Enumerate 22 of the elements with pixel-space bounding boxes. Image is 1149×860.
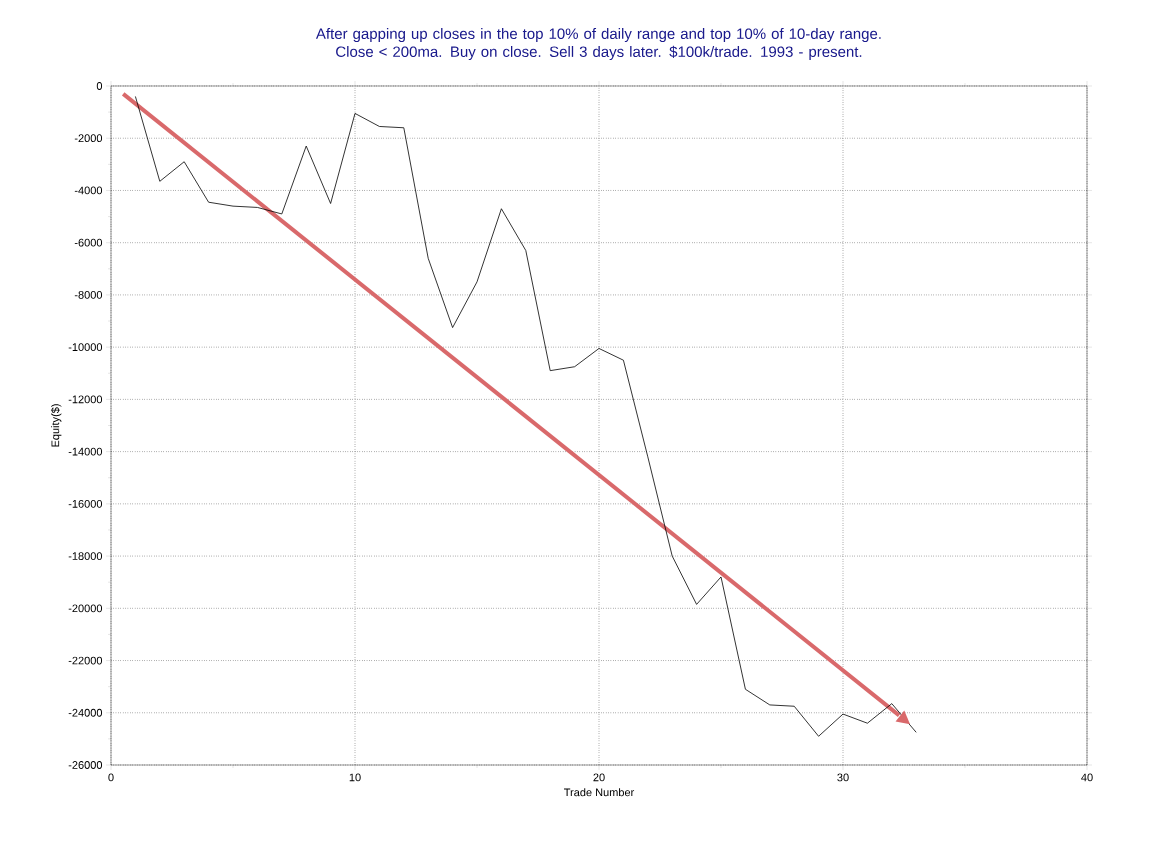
- y-tick-label: -6000: [74, 238, 103, 247]
- chart-title: After gapping up closes in the top 10% of daily range and top 10% of 10-day range. Close < 200ma. Buy on close. Sell 3 days later. $100k/trade. 1993 - present.: [315, 27, 881, 60]
- x-tick-label: 0: [108, 773, 114, 782]
- y-tick-label: -22000: [68, 656, 103, 665]
- y-tick-label: -10000: [68, 343, 103, 352]
- x-tick-label: 10: [349, 773, 361, 782]
- x-tick-label: 40: [1081, 773, 1093, 782]
- y-tick-label: -24000: [68, 708, 103, 717]
- y-tick-label: -12000: [68, 395, 103, 404]
- y-tick-label: -2000: [74, 134, 103, 143]
- y-tick-label: -14000: [68, 447, 103, 456]
- x-axis-title: Trade Number: [564, 788, 635, 797]
- x-tick-label: 30: [837, 773, 849, 782]
- x-tick-label: 20: [593, 773, 605, 782]
- y-tick-label: 0: [96, 82, 103, 90]
- y-tick-label: -16000: [68, 499, 103, 508]
- y-axis-title: Equity($): [50, 404, 62, 447]
- y-tick-label: -26000: [68, 761, 103, 769]
- y-tick-label: -18000: [68, 552, 103, 560]
- y-tick-label: -20000: [68, 604, 103, 613]
- y-tick-label: -4000: [74, 186, 103, 195]
- y-tick-label: -8000: [74, 291, 103, 299]
